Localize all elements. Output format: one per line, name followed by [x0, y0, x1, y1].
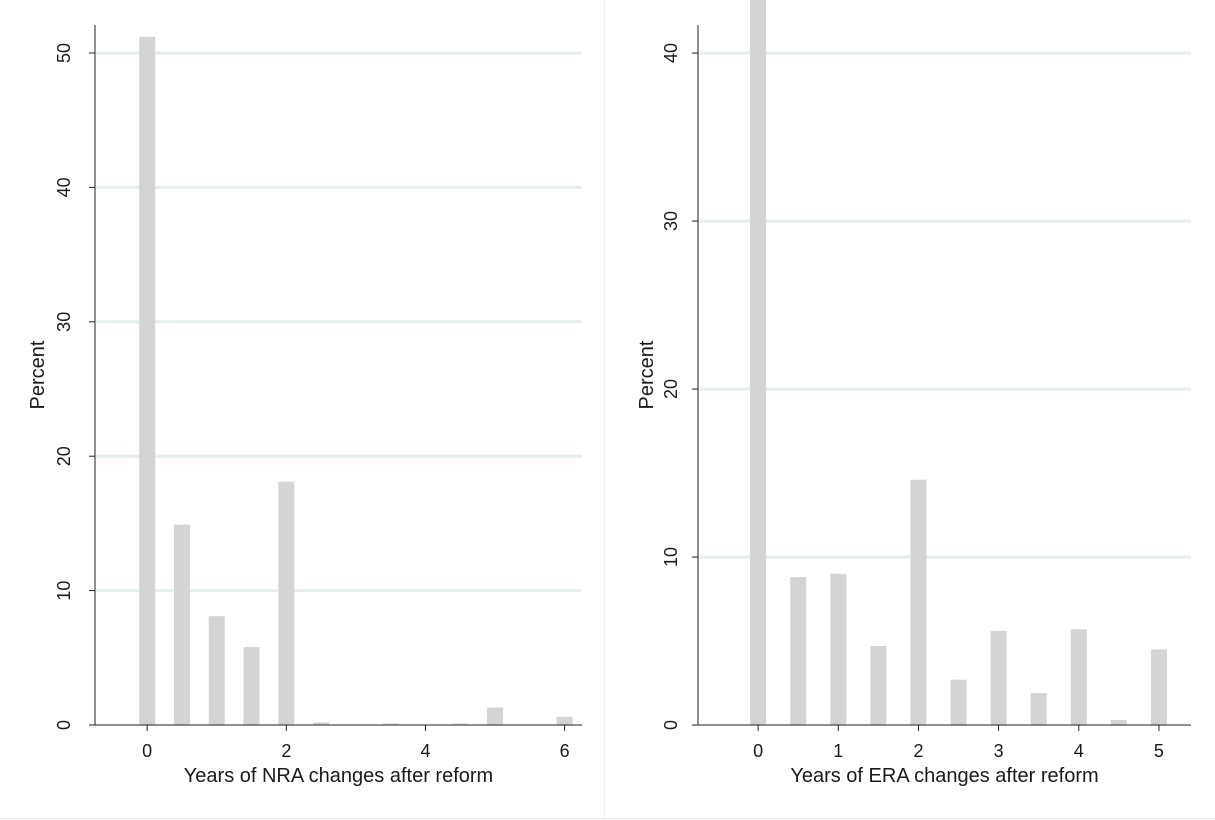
y-tick-label: 20 [661, 379, 681, 399]
x-axis-title: Years of ERA changes after reform [790, 765, 1098, 787]
histogram-bar [1110, 719, 1127, 725]
left-chart-panel: 0 10 20 30 40 50 0 2 4 6 Percent Years of NRA chang… [0, 0, 605, 818]
histogram-bar [1150, 649, 1167, 725]
histogram-bar [487, 707, 504, 725]
histogram-bar [278, 481, 295, 725]
x-tick-label: 4 [1074, 741, 1084, 761]
histogram-bar [313, 722, 330, 725]
y-tick-label: 30 [54, 312, 74, 332]
y-tick-label: 0 [661, 720, 681, 730]
y-axis-title: Percent [27, 340, 49, 409]
histogram-bar [910, 479, 927, 725]
era-histogram-chart: 0 10 20 30 40 0 1 2 3 4 5 Percent Years of ERA chang… [636, 0, 1191, 787]
x-tick-label: 2 [913, 741, 923, 761]
histogram-bar [750, 0, 767, 726]
x-tick-label: 0 [142, 741, 152, 761]
figure-bottom-border [0, 818, 1215, 819]
histogram-bar [990, 630, 1007, 725]
y-tick-label: 10 [54, 581, 74, 601]
histogram-bar [243, 647, 260, 725]
histogram-bar [790, 577, 807, 725]
histogram-bar [139, 36, 156, 725]
x-tick-label: 2 [281, 741, 291, 761]
y-tick-label: 40 [661, 43, 681, 63]
histogram-bar [173, 524, 190, 725]
x-tick-label: 5 [1154, 741, 1164, 761]
nra-histogram-chart: 0 10 20 30 40 50 0 2 4 6 Percent Years of NRA chang… [27, 25, 582, 787]
histogram-bar [452, 723, 469, 725]
x-tick-label: 1 [833, 741, 843, 761]
histogram-bar [830, 573, 847, 725]
histogram-bar [870, 646, 887, 725]
y-tick-label: 20 [54, 446, 74, 466]
y-tick-label: 40 [54, 177, 74, 197]
histogram-bar [208, 616, 225, 725]
x-tick-label: 4 [420, 741, 430, 761]
x-tick-label: 3 [994, 741, 1004, 761]
y-tick-label: 10 [661, 547, 681, 567]
histogram-bar [950, 679, 967, 725]
y-tick-label: 0 [54, 720, 74, 730]
histogram-bar [1030, 693, 1047, 725]
x-tick-label: 6 [560, 741, 570, 761]
y-axis-title: Percent [636, 340, 658, 409]
histogram-bar [556, 716, 573, 725]
y-tick-label: 50 [54, 43, 74, 63]
y-tick-label: 30 [661, 211, 681, 231]
right-chart-panel: 0 10 20 30 40 0 1 2 3 4 5 Percent Years of ERA chang… [606, 0, 1214, 818]
x-tick-label: 0 [753, 741, 763, 761]
histogram-bar [382, 723, 399, 725]
histogram-bar [1070, 629, 1087, 725]
x-axis-title: Years of NRA changes after reform [184, 765, 493, 787]
